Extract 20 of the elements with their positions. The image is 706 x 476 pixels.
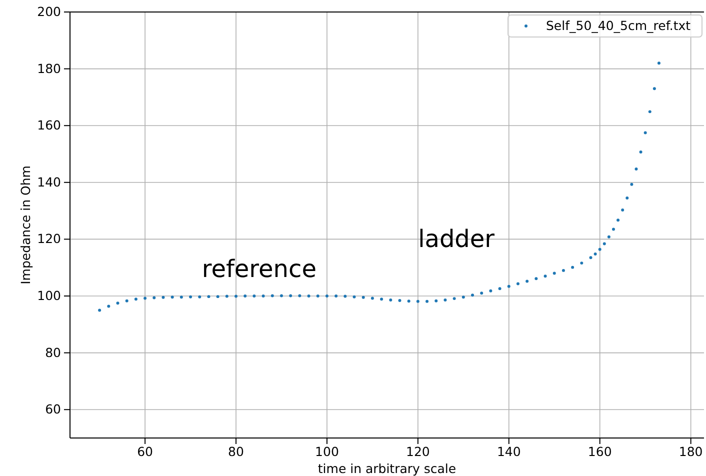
annotation: ladder: [418, 225, 495, 254]
y-tick-label: 180: [37, 60, 62, 76]
annotation: reference: [202, 254, 316, 283]
y-tick-label: 160: [37, 118, 62, 133]
x-axis-title: time in arbitrary scale: [318, 461, 456, 476]
x-tick-label: 80: [228, 444, 244, 459]
legend-label: Self_50_40_5cm_ref.txt: [546, 18, 691, 33]
x-tick-label: 180: [678, 444, 703, 459]
y-tick-label: 140: [37, 174, 62, 190]
x-tick-label: 120: [406, 444, 430, 459]
y-tick-label: 100: [37, 288, 62, 303]
y-tick-label: 80: [45, 344, 62, 360]
y-tick-label: 120: [37, 231, 62, 246]
x-tick-label: 160: [588, 444, 612, 459]
x-tick-label: 140: [496, 444, 521, 459]
y-axis-title: Impedance in Ohm: [18, 166, 33, 284]
x-tick-label: 100: [315, 444, 339, 459]
y-tick-label: 200: [37, 4, 62, 19]
y-tick-label: 60: [45, 402, 62, 417]
x-tick-label: 60: [137, 444, 154, 459]
